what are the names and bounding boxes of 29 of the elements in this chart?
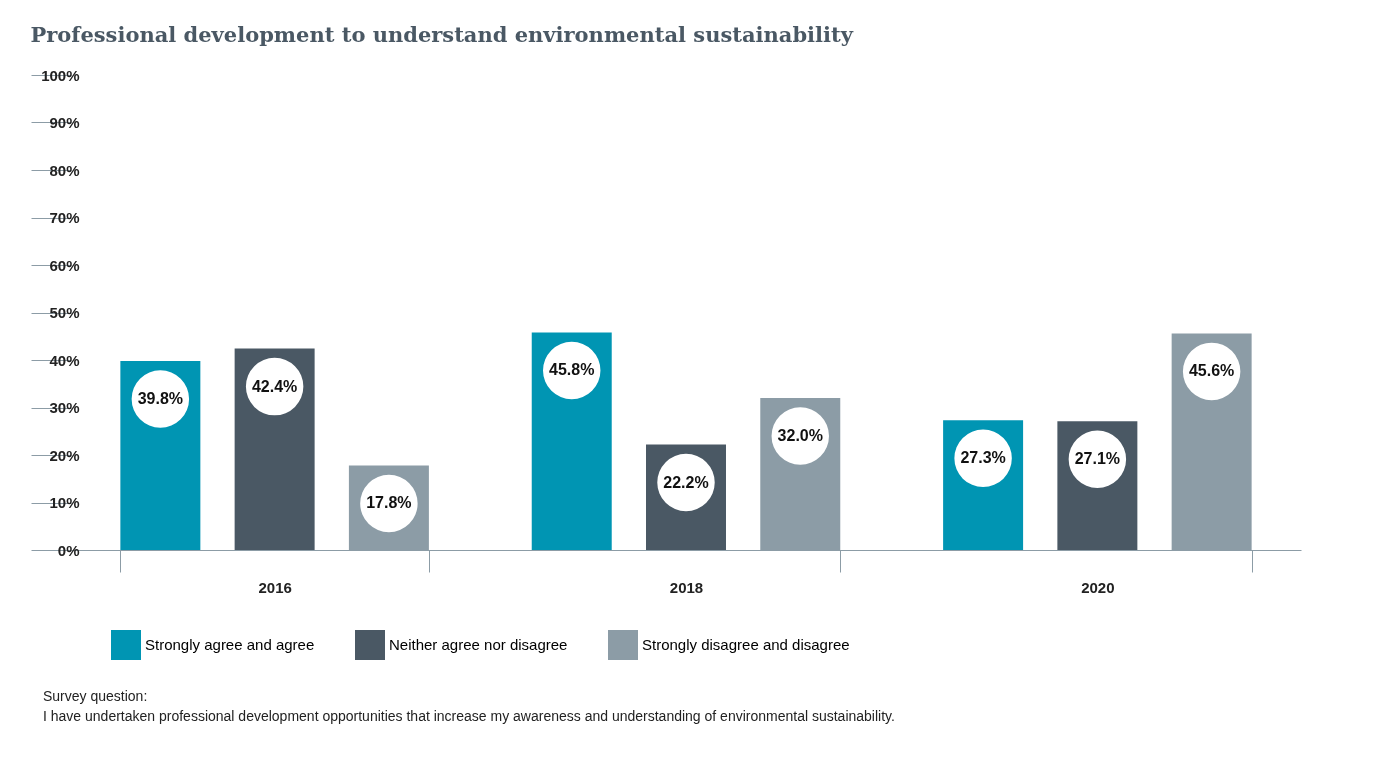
legend-label: Neither agree nor disagree — [389, 636, 568, 653]
text: 22.2% — [663, 473, 709, 491]
y-tick-label: 90% — [49, 114, 80, 131]
text: 42.4% — [251, 377, 298, 395]
y-tick-label: 100% — [41, 66, 80, 84]
y-tick-label: 10% — [49, 494, 80, 511]
y-tick-label: 20% — [49, 446, 80, 464]
y-tick-label: 80% — [49, 161, 80, 179]
text: 45.8% — [549, 361, 595, 379]
text: 39.8% — [137, 389, 184, 407]
x-tick-label: 2020 — [1081, 578, 1115, 596]
chart-title: Professional development to understand environmental sustainability — [30, 22, 854, 47]
x-tick-label: 2016 — [258, 578, 292, 596]
y-tick-label: 30% — [49, 399, 80, 416]
y-tick-label: 0% — [57, 541, 80, 559]
text: 32.0% — [777, 427, 823, 444]
x-tick-label: 2018 — [669, 578, 704, 596]
text: 27.3% — [960, 449, 1006, 467]
text: I have undertaken professional development opportunities that increase my awareness and understanding of environmental sustainability. — [43, 708, 895, 724]
y-tick-label: 60% — [49, 256, 80, 274]
text: 27.1% — [1074, 450, 1121, 468]
text: Survey question: — [43, 688, 148, 704]
y-tick-label: 40% — [49, 351, 80, 369]
legend-label: Strongly disagree and disagree — [642, 636, 850, 653]
legend-label: Strongly agree and agree — [145, 636, 315, 653]
text: 17.8% — [366, 494, 412, 512]
y-tick-label: 50% — [49, 304, 80, 321]
text: 45.6% — [1188, 362, 1235, 380]
y-tick-label: 70% — [49, 209, 80, 226]
